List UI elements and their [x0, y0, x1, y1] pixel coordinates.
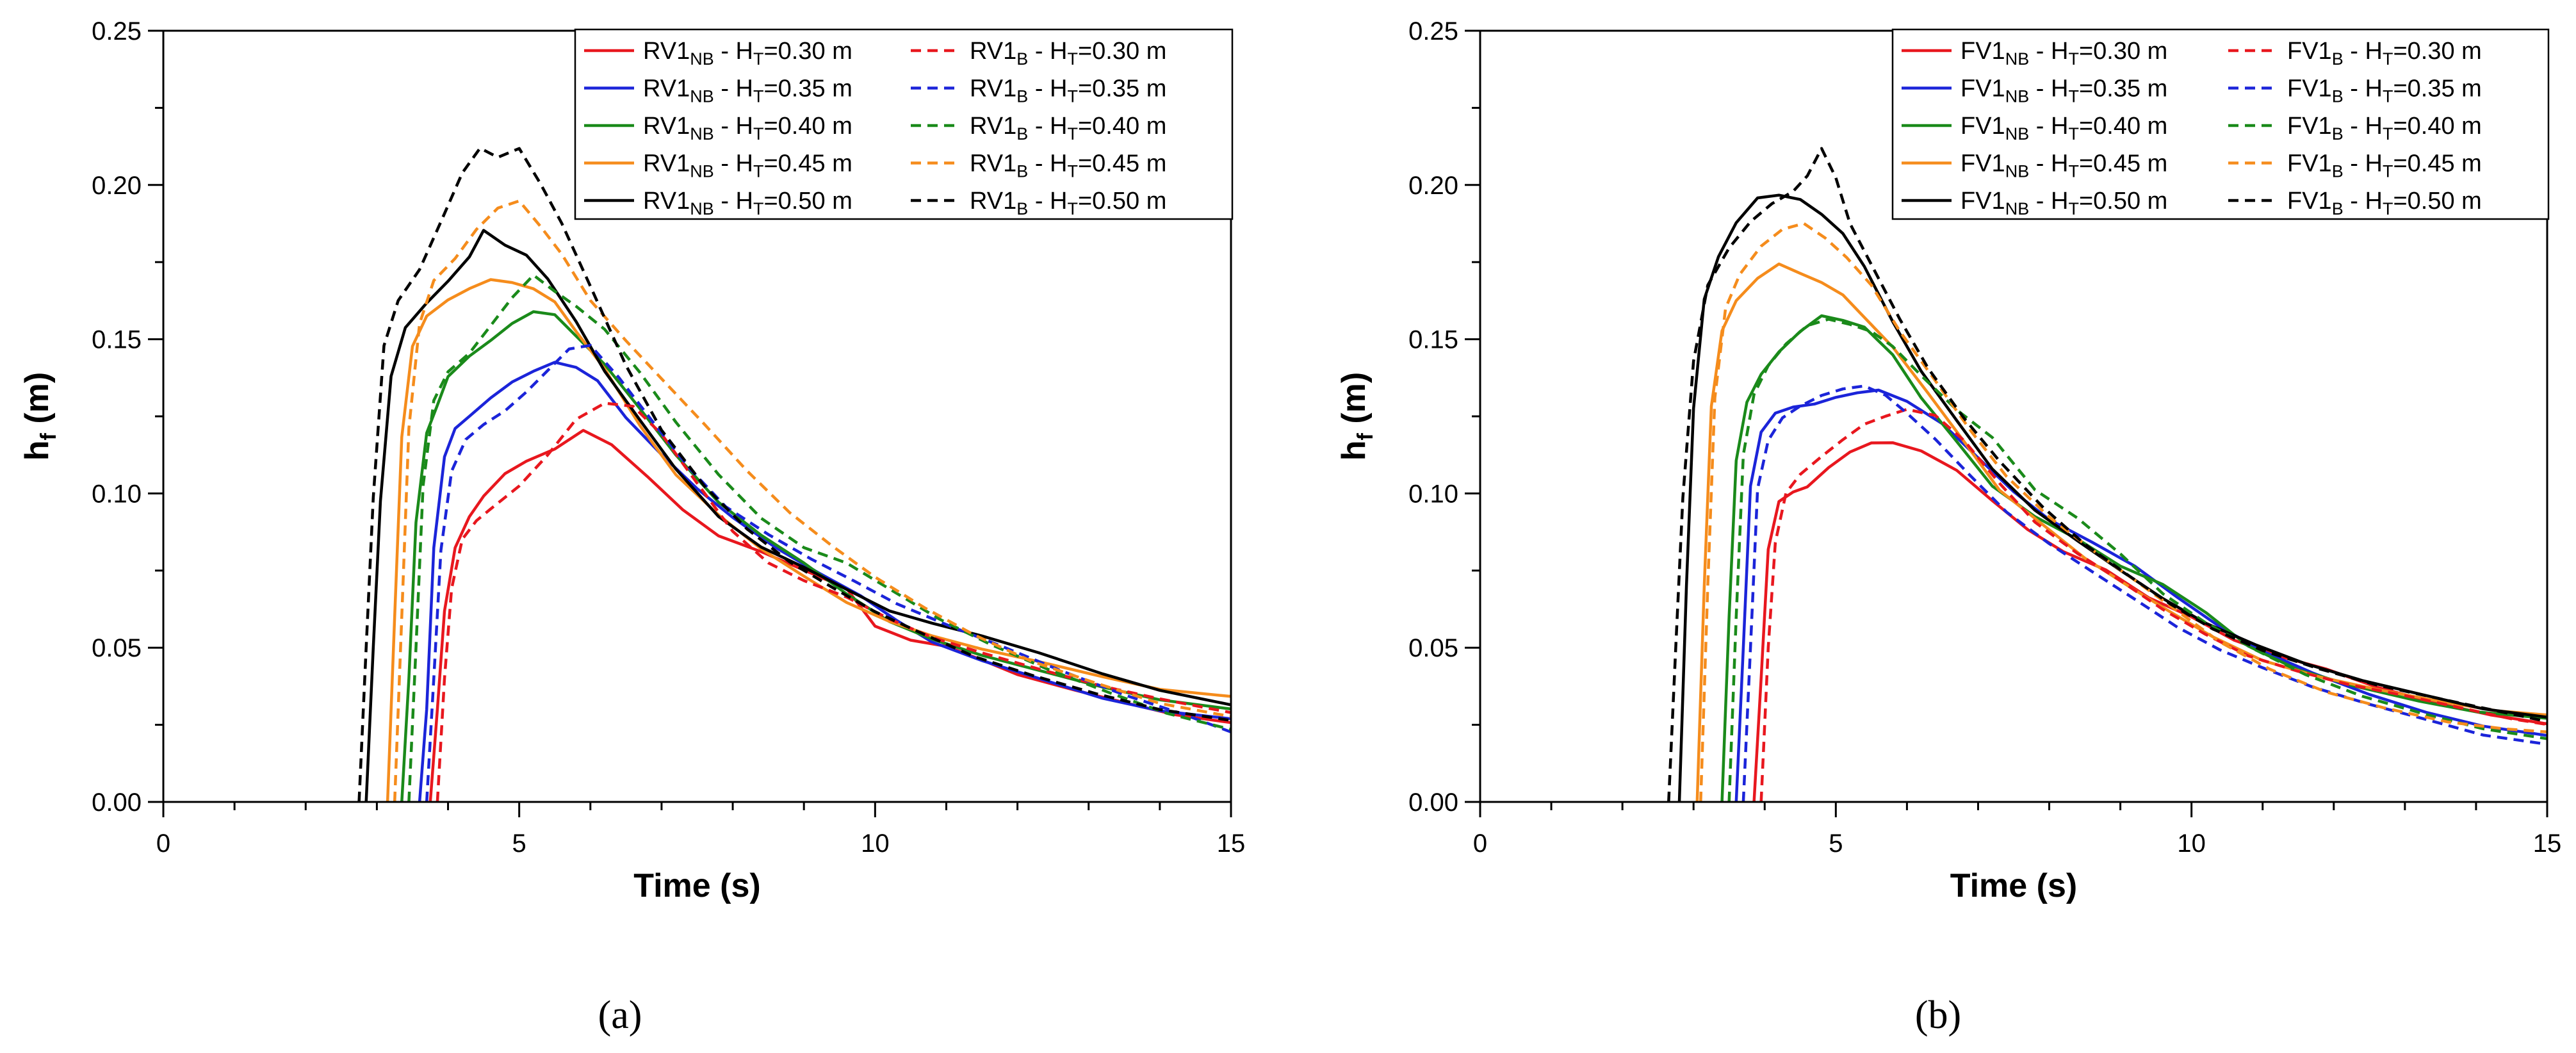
- series-line-rv1-b-7: [407, 273, 1232, 803]
- legend-item: RV1NB - HT=0.50 m: [584, 188, 852, 218]
- series-line-rv1-b-8: [393, 199, 1232, 803]
- legend-label: FV1B - HT=0.35 m: [2287, 76, 2482, 106]
- legend: RV1NB - HT=0.30 m RV1NB - HT=0.35 m RV1NB …: [574, 28, 1234, 220]
- legend-item: RV1NB - HT=0.40 m: [584, 113, 852, 143]
- series-line-rv1-b-6: [425, 343, 1232, 803]
- legend-label: RV1NB - HT=0.35 m: [643, 76, 852, 106]
- series-line-rv1-b-9: [357, 147, 1232, 803]
- y-tick-label: 0.15: [92, 326, 142, 354]
- series-line-fv1-nb-3: [1695, 262, 2548, 803]
- x-tick-label: 5: [512, 829, 526, 858]
- legend-item: FV1NB - HT=0.30 m: [1902, 38, 2167, 69]
- y-tick-label: 0.05: [92, 634, 142, 662]
- series-line-rv1-nb-0: [428, 429, 1232, 803]
- legend-label: FV1B - HT=0.50 m: [2287, 188, 2482, 218]
- legend-item: FV1B - HT=0.45 m: [2228, 151, 2482, 181]
- legend-item: FV1B - HT=0.50 m: [2228, 188, 2482, 218]
- y-tick-label: 0.00: [1408, 788, 1458, 817]
- legend-item: FV1B - HT=0.40 m: [2228, 113, 2482, 143]
- legend-label: RV1B - HT=0.35 m: [970, 76, 1166, 106]
- series-line-rv1-nb-3: [386, 278, 1232, 803]
- legend-item: FV1NB - HT=0.40 m: [1902, 113, 2167, 143]
- panel-a: 0 5 10 15 0.00 0.05 0.10 0.15 0.20 0.25 Time (s) hf…: [19, 17, 1245, 1037]
- legend-label: FV1NB - HT=0.35 m: [1961, 76, 2167, 106]
- legend-label: RV1B - HT=0.30 m: [970, 38, 1166, 69]
- y-tick-label: 0.25: [92, 17, 142, 45]
- legend-label: FV1NB - HT=0.40 m: [1961, 113, 2167, 143]
- legend-item: RV1NB - HT=0.30 m: [584, 38, 852, 69]
- legend-item: FV1NB - HT=0.45 m: [1902, 151, 2167, 181]
- y-axis-title: hf (m): [19, 372, 61, 461]
- legend-label: FV1B - HT=0.40 m: [2287, 113, 2482, 143]
- legend-label: RV1B - HT=0.50 m: [970, 188, 1166, 218]
- x-tick-label: 0: [1473, 829, 1487, 858]
- legend-item: RV1B - HT=0.45 m: [911, 151, 1166, 181]
- x-axis-title: Time (s): [1950, 867, 2077, 904]
- x-axis-title: Time (s): [633, 867, 760, 904]
- y-tick-label: 0.20: [92, 172, 142, 200]
- legend: FV1NB - HT=0.30 m FV1NB - HT=0.35 m FV1NB …: [1891, 28, 2550, 220]
- legend-item: FV1B - HT=0.35 m: [2228, 76, 2482, 106]
- series-line-fv1-nb-0: [1752, 441, 2548, 803]
- series-group: [1667, 147, 2548, 803]
- legend-box: [574, 28, 1234, 220]
- legend-label: FV1NB - HT=0.30 m: [1961, 38, 2167, 69]
- y-tick-label: 0.20: [1408, 172, 1458, 200]
- legend-label: RV1NB - HT=0.45 m: [643, 151, 852, 181]
- legend-item: RV1B - HT=0.50 m: [911, 188, 1166, 218]
- y-tick-label: 0.15: [1408, 326, 1458, 354]
- panel-label: (b): [1915, 993, 1961, 1037]
- series-line-fv1-nb-4: [1677, 193, 2548, 803]
- legend-label: RV1B - HT=0.45 m: [970, 151, 1166, 181]
- series-line-fv1-nb-1: [1734, 388, 2548, 803]
- legend-label: FV1B - HT=0.45 m: [2287, 151, 2482, 181]
- y-tick-label: 0.10: [92, 480, 142, 508]
- series-line-rv1-nb-1: [418, 361, 1232, 803]
- y-axis-title: hf (m): [1335, 372, 1378, 461]
- series-line-rv1-nb-2: [400, 310, 1232, 803]
- series-line-fv1-b-9: [1667, 147, 2548, 803]
- series-line-fv1-b-8: [1699, 222, 2548, 803]
- x-tick-label: 15: [2533, 829, 2562, 858]
- legend-label: RV1NB - HT=0.40 m: [643, 113, 852, 143]
- series-line-fv1-b-7: [1727, 318, 2548, 803]
- panel-b: 0 5 10 15 0.00 0.05 0.10 0.15 0.20 0.25 Time (s) hf…: [1335, 17, 2561, 1037]
- legend-label: FV1B - HT=0.30 m: [2287, 38, 2482, 69]
- legend-label: FV1NB - HT=0.50 m: [1961, 188, 2167, 218]
- legend-item: RV1NB - HT=0.45 m: [584, 151, 852, 181]
- legend-box: [1891, 28, 2550, 220]
- legend-item: FV1NB - HT=0.35 m: [1902, 76, 2167, 106]
- x-tick-label: 10: [2177, 829, 2206, 858]
- series-line-fv1-nb-2: [1720, 314, 2548, 803]
- legend-item: RV1NB - HT=0.35 m: [584, 76, 852, 106]
- series-line-rv1-b-5: [436, 402, 1232, 803]
- legend-item: RV1B - HT=0.35 m: [911, 76, 1166, 106]
- y-tick-label: 0.10: [1408, 480, 1458, 508]
- legend-label: FV1NB - HT=0.45 m: [1961, 151, 2167, 181]
- x-tick-label: 5: [1829, 829, 1843, 858]
- panel-label: (a): [598, 993, 642, 1037]
- series-group: [357, 147, 1232, 803]
- legend-label: RV1NB - HT=0.50 m: [643, 188, 852, 218]
- x-tick-label: 15: [1217, 829, 1246, 858]
- legend-item: FV1NB - HT=0.50 m: [1902, 188, 2167, 218]
- y-tick-label: 0.25: [1408, 17, 1458, 45]
- x-tick-label: 10: [861, 829, 890, 858]
- legend-item: RV1B - HT=0.30 m: [911, 38, 1166, 69]
- x-tick-label: 0: [156, 829, 170, 858]
- legend-item: FV1B - HT=0.30 m: [2228, 38, 2482, 69]
- legend-item: RV1B - HT=0.40 m: [911, 113, 1166, 143]
- legend-label: RV1B - HT=0.40 m: [970, 113, 1166, 143]
- series-line-fv1-b-5: [1759, 407, 2548, 803]
- y-tick-label: 0.00: [92, 788, 142, 817]
- y-tick-label: 0.05: [1408, 634, 1458, 662]
- legend-label: RV1NB - HT=0.30 m: [643, 38, 852, 69]
- series-line-rv1-nb-4: [364, 229, 1232, 803]
